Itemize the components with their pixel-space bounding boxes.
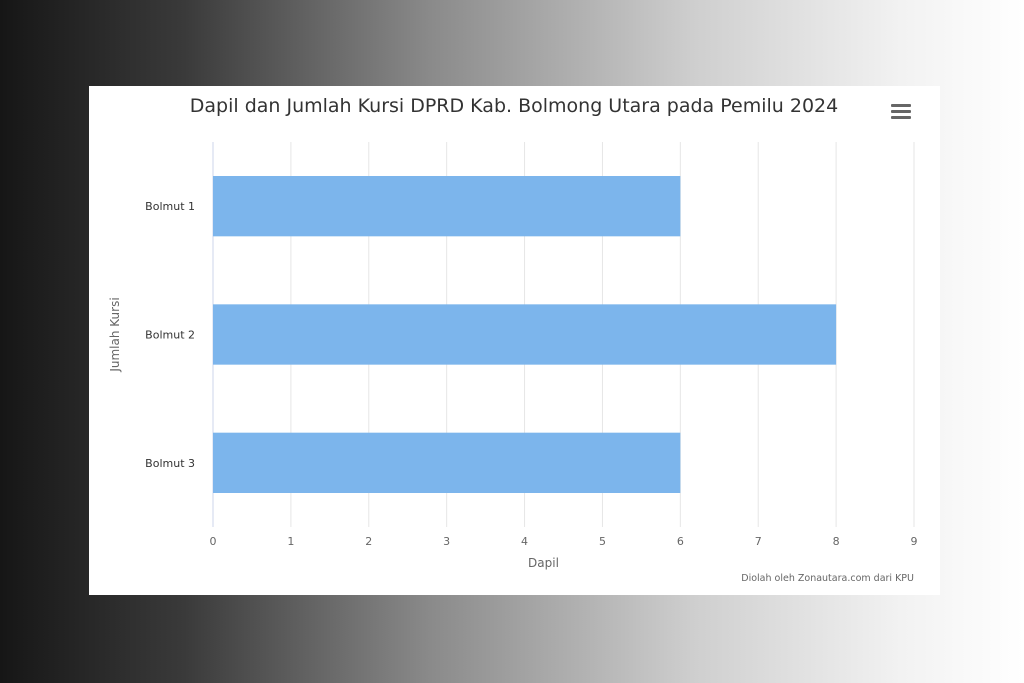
bar-bolmut-3 xyxy=(213,432,681,493)
x-tick-label: 7 xyxy=(755,535,762,548)
x-tick-label: 0 xyxy=(210,535,217,548)
x-tick-label: 8 xyxy=(833,535,840,548)
chart-title: Dapil dan Jumlah Kursi DPRD Kab. Bolmong… xyxy=(189,95,839,117)
category-label: Bolmut 1 xyxy=(145,200,195,213)
chart-credit[interactable]: Diolah oleh Zonautara.com dari KPU xyxy=(741,573,914,584)
hamburger-menu-icon-bar xyxy=(891,110,911,113)
chart-card: Bolmut 1 Bolmut 2 Bolmut 3 0 1 2 3 4 5 6 7 8 9 Dapil J… xyxy=(89,86,940,595)
x-tick-label: 4 xyxy=(521,535,528,548)
hamburger-menu-icon-bar xyxy=(891,116,911,119)
x-tick-label: 6 xyxy=(677,535,684,548)
x-tick-label: 1 xyxy=(287,535,294,548)
y-axis-title: Jumlah Kursi xyxy=(108,297,122,372)
bar-chart: Bolmut 1 Bolmut 2 Bolmut 3 0 1 2 3 4 5 6 7 8 9 Dapil J… xyxy=(108,142,918,570)
chart-menu-button[interactable] xyxy=(889,101,913,121)
x-tick-label: 2 xyxy=(365,535,372,548)
category-label: Bolmut 3 xyxy=(145,457,195,470)
x-tick-label: 3 xyxy=(443,535,450,548)
bar-bolmut-1 xyxy=(213,176,681,237)
category-label: Bolmut 2 xyxy=(145,329,195,342)
hamburger-menu-icon xyxy=(891,104,911,107)
x-axis-title: Dapil xyxy=(528,556,559,570)
x-tick-label: 9 xyxy=(911,535,918,548)
x-tick-label: 5 xyxy=(599,535,606,548)
bar-bolmut-2 xyxy=(213,304,837,365)
